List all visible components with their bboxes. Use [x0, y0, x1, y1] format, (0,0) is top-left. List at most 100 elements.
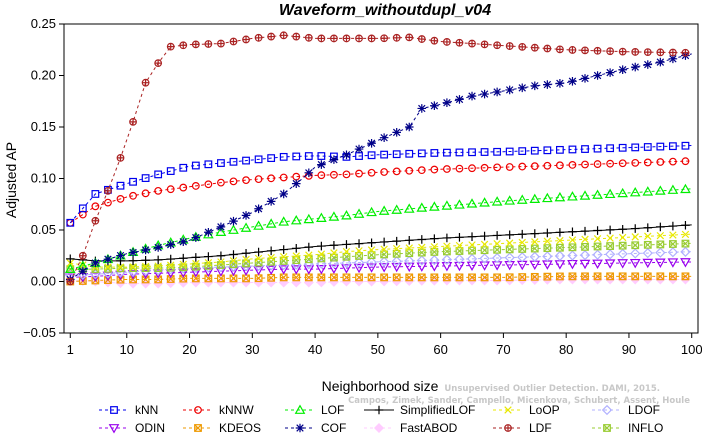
data-point [267, 253, 275, 262]
data-point [480, 273, 489, 282]
data-point [317, 241, 326, 251]
data-point [203, 267, 214, 278]
data-point [643, 60, 653, 69]
data-point [380, 245, 388, 253]
data-point [367, 138, 376, 148]
data-point [418, 35, 426, 43]
data-point [479, 197, 490, 207]
data-point [291, 179, 301, 188]
data-point [455, 233, 464, 242]
data-point [91, 202, 100, 211]
data-point [443, 165, 451, 173]
data-point [505, 147, 514, 156]
data-point [493, 147, 502, 156]
data-point [618, 65, 627, 75]
data-point [217, 178, 225, 187]
data-point [317, 250, 326, 258]
data-point [644, 232, 652, 241]
data-point [606, 242, 615, 250]
data-point [380, 250, 389, 259]
data-point [142, 79, 149, 87]
data-point [191, 253, 201, 262]
data-point [129, 264, 137, 272]
data-point [405, 249, 414, 258]
data-point [355, 252, 363, 260]
legend-label: COF [321, 421, 346, 434]
data-point [429, 262, 440, 272]
data-point [441, 254, 453, 265]
data-point [305, 251, 313, 259]
data-point [405, 166, 414, 175]
series-loop [66, 230, 692, 271]
data-point [405, 273, 414, 282]
legend-item-lof: LOF [285, 403, 344, 417]
legend-label: kNNW [219, 403, 254, 417]
data-point [617, 259, 629, 269]
data-point [669, 49, 677, 56]
data-point [606, 144, 615, 153]
data-point [128, 256, 138, 265]
data-point [430, 248, 439, 256]
data-point [108, 424, 120, 434]
data-point [543, 272, 552, 281]
data-point [166, 240, 176, 249]
data-point [353, 263, 365, 274]
data-point [216, 222, 226, 232]
data-point [374, 405, 384, 415]
data-point [129, 191, 137, 200]
data-point [154, 186, 163, 195]
data-point [443, 148, 451, 157]
data-point [66, 218, 75, 227]
data-point [493, 239, 501, 248]
data-point [667, 258, 679, 268]
data-point [217, 159, 225, 167]
data-point [643, 143, 652, 151]
data-point [556, 272, 564, 281]
data-point [531, 44, 539, 51]
data-point [116, 263, 125, 271]
data-point [554, 250, 566, 262]
data-point [104, 276, 112, 284]
data-point [317, 254, 326, 263]
data-point [603, 424, 611, 432]
data-point [217, 258, 225, 266]
data-point [254, 274, 263, 282]
data-point [604, 188, 616, 199]
data-point [593, 272, 602, 281]
data-point [204, 262, 213, 270]
x-tick-label: 60 [433, 342, 447, 357]
data-point [177, 268, 189, 278]
legend-item-knnw: kNNW [183, 403, 254, 417]
data-point [631, 272, 639, 281]
legend-label: LoOP [529, 403, 560, 417]
data-point [568, 76, 577, 86]
data-point [104, 263, 112, 271]
data-point [455, 273, 464, 282]
data-point [606, 234, 614, 242]
y-tick-label: 0.05 [31, 222, 56, 237]
data-point [543, 161, 552, 170]
data-point [619, 48, 626, 55]
data-point [104, 264, 112, 273]
data-point [593, 160, 602, 168]
data-point [466, 198, 478, 208]
data-point [303, 265, 315, 275]
data-point [643, 240, 652, 249]
data-point [656, 240, 665, 249]
data-point [129, 177, 137, 186]
data-point [644, 272, 652, 281]
data-point [504, 252, 515, 263]
data-point [179, 260, 187, 269]
data-point [430, 165, 439, 174]
data-point [430, 273, 439, 282]
data-point [391, 256, 402, 267]
data-point [343, 35, 350, 42]
data-point [468, 246, 476, 255]
data-point [455, 247, 464, 255]
data-point [542, 251, 553, 262]
data-point [443, 273, 451, 282]
data-point [279, 245, 289, 254]
data-point [504, 406, 512, 414]
data-point [165, 268, 177, 279]
data-point [668, 272, 677, 281]
